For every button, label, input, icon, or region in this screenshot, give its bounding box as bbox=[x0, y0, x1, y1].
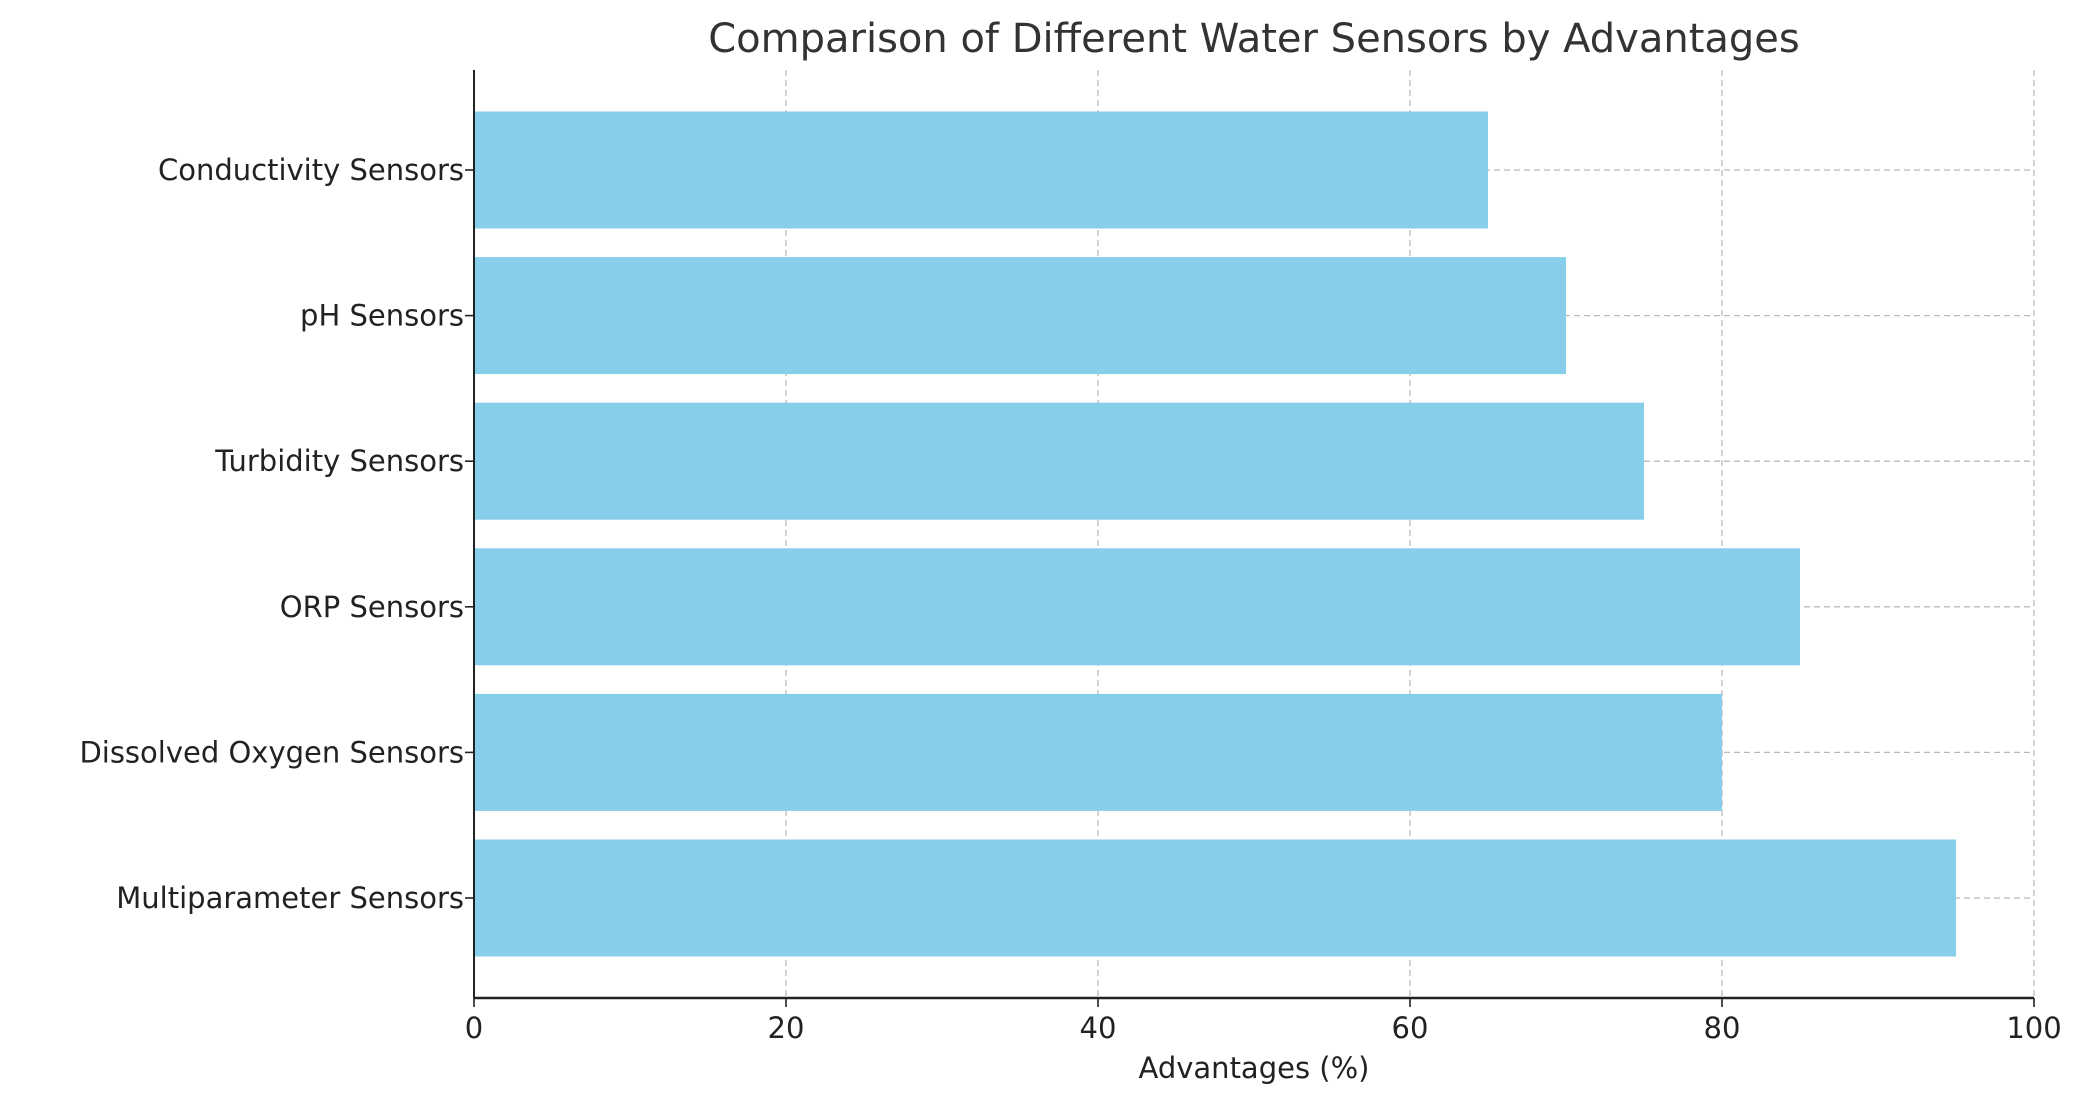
bar bbox=[474, 111, 1488, 229]
bars bbox=[474, 111, 1956, 957]
x-tick-label: 20 bbox=[768, 1011, 805, 1045]
y-axis: Conductivity Sensors pH Sensors Turbidity … bbox=[79, 70, 475, 998]
y-tick-label: Multiparameter Sensors bbox=[116, 881, 464, 915]
bar bbox=[474, 402, 1644, 520]
x-tick-label: 80 bbox=[1704, 1011, 1741, 1045]
bar bbox=[474, 839, 1956, 957]
x-axis-label: Advantages (%) bbox=[1139, 1051, 1370, 1085]
bar bbox=[474, 257, 1566, 375]
chart-title: Comparison of Different Water Sensors by… bbox=[708, 16, 1800, 62]
bar bbox=[474, 548, 1800, 666]
y-tick-label: ORP Sensors bbox=[280, 590, 464, 624]
x-tick-label: 60 bbox=[1392, 1011, 1429, 1045]
x-tick-label: 40 bbox=[1080, 1011, 1117, 1045]
y-tick-label: Turbidity Sensors bbox=[214, 444, 464, 478]
x-tick-label: 100 bbox=[2006, 1011, 2061, 1045]
bar bbox=[474, 693, 1722, 811]
x-tick-label: 0 bbox=[465, 1011, 483, 1045]
y-tick-label: Dissolved Oxygen Sensors bbox=[79, 735, 464, 769]
y-tick-label: pH Sensors bbox=[300, 299, 464, 333]
y-tick-label: Conductivity Sensors bbox=[158, 153, 464, 187]
x-axis: 0 20 40 60 80 100 bbox=[465, 996, 2062, 1045]
